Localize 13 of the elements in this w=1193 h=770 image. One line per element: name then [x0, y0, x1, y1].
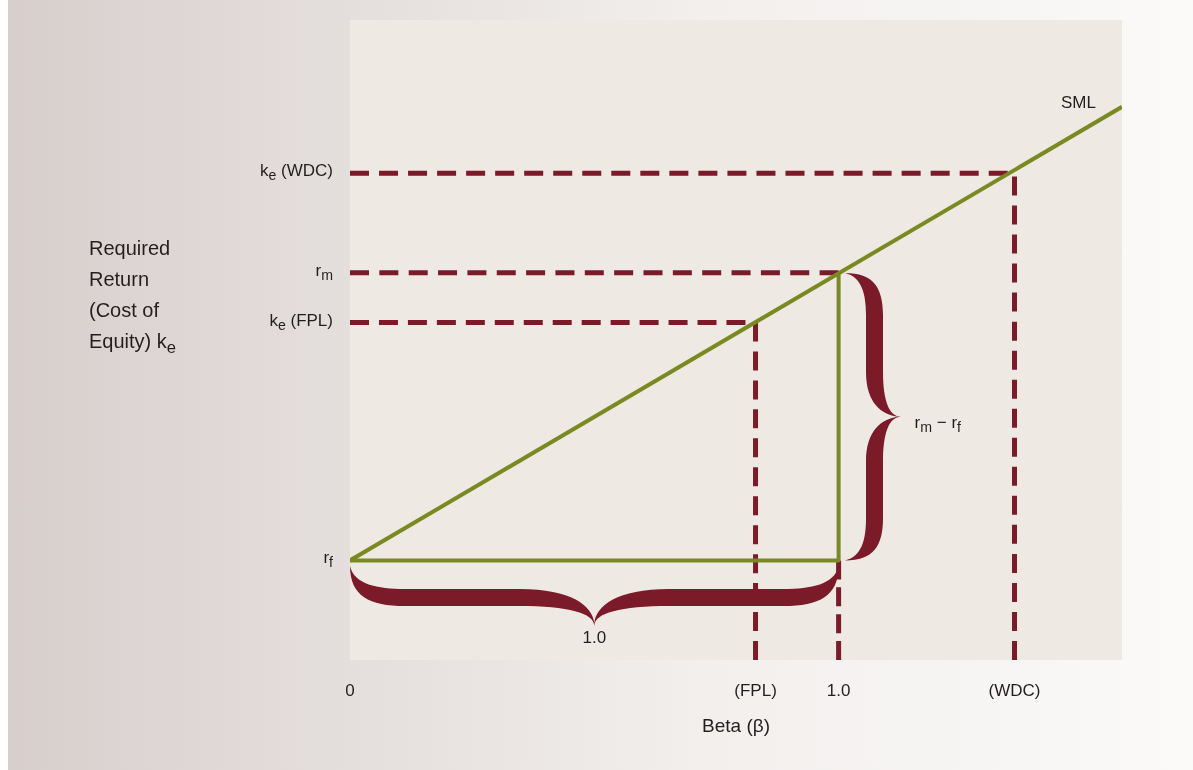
series-label: k$_{e}$ (WDC) — [259, 161, 333, 186]
annotation: r$_{m}$ − r$_{f}$ — [914, 412, 962, 437]
x-axis-title: Beta (β) — [702, 714, 770, 736]
series-label: SML — [1061, 92, 1096, 113]
x-tick-label: 0 — [345, 680, 355, 700]
text: Required Return (Cost of Equity) k$_{e}$ — [89, 236, 178, 359]
x-tick-label: 1.0 — [826, 680, 851, 700]
series-label: k$_{e}$ (FPL) — [269, 310, 333, 335]
series-label: r$_{m}$ — [315, 260, 333, 285]
x-tick-label: (WDC) — [988, 680, 1041, 700]
annotation: 1.0 — [582, 628, 607, 649]
series-label: r$_{f}$ — [323, 548, 333, 573]
x-tick-label: (FPL) — [734, 680, 777, 700]
